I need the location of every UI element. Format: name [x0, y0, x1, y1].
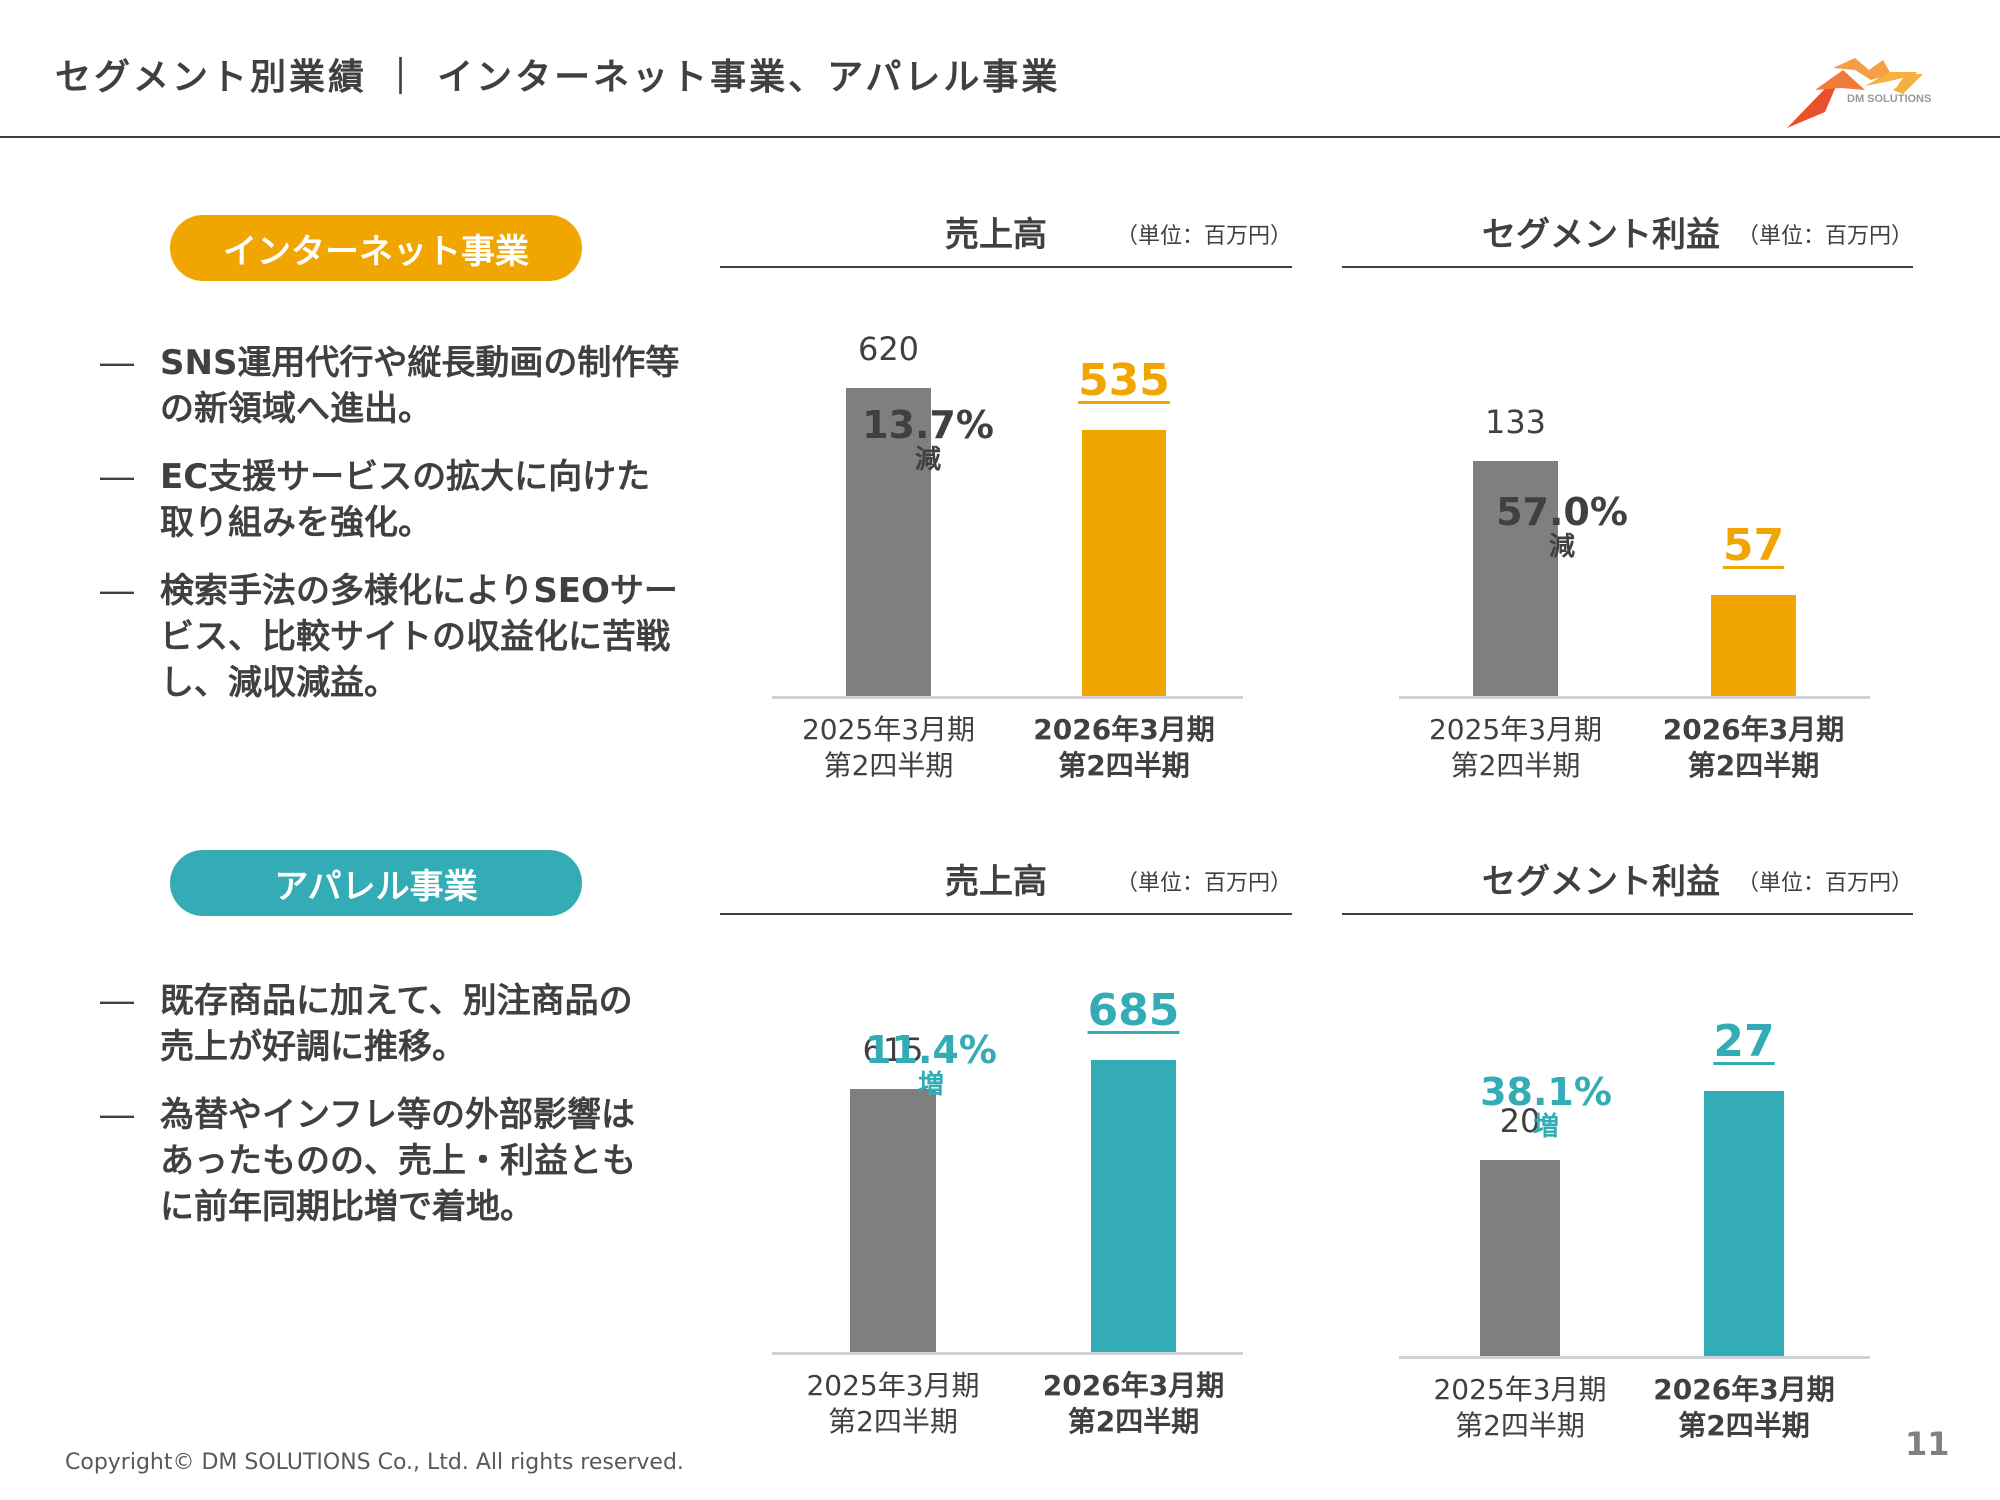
data-label-prior: 133 — [1484, 403, 1547, 441]
bar-current-year — [1704, 1091, 1784, 1356]
company-logo: DM SOLUTIONS — [1785, 50, 1945, 130]
change-percent: 57.0% — [1496, 490, 1628, 534]
unit-label: （単位：百万円） — [1736, 871, 1913, 896]
x-tick-label: 2025年3月期 第2四半期 — [1433, 1373, 1607, 1442]
unit-label: （単位：百万円） — [1115, 871, 1292, 896]
bar-current-year — [1091, 1060, 1176, 1352]
bullet-item: ― 検索手法の多様化によりSEOサービス、比較サイトの収益化に苦戦し、減収減益。 — [100, 568, 680, 706]
logo-icon: DM SOLUTIONS — [1787, 58, 1931, 128]
x-axis-line — [772, 1352, 1243, 1355]
data-label-current: 685 — [1087, 985, 1180, 1036]
data-label-current: 57 — [1722, 520, 1785, 571]
data-label-prior: 615 — [862, 1031, 924, 1069]
bullet-item: ― EC支援サービスの拡大に向けた取り組みを強化。 — [100, 454, 680, 546]
dash-icon: ― — [100, 343, 134, 383]
x-tick-label: 2025年3月期 第2四半期 — [806, 1369, 980, 1438]
dash-icon: ― — [100, 981, 134, 1021]
change-percent: 13.7% — [862, 403, 994, 447]
bullet-item: ― SNS運用代行や縦長動画の制作等の新領域へ進出。 — [100, 340, 680, 432]
segment-label: インターネット事業 — [223, 231, 529, 272]
x-tick-label: 2026年3月期 第2四半期 — [1662, 713, 1845, 782]
change-direction: 減 — [914, 445, 941, 475]
change-percent: 38.1% — [1480, 1070, 1612, 1114]
x-axis-line — [772, 696, 1243, 699]
internet-bullet-list: ― SNS運用代行や縦長動画の制作等の新領域へ進出。 ― EC支援サービスの拡大に向… — [100, 340, 680, 728]
unit-label: （単位：百万円） — [1115, 224, 1292, 249]
dash-icon: ― — [100, 1095, 134, 1135]
bar-prior-year — [846, 388, 931, 696]
data-label-current: 27 — [1713, 1016, 1775, 1067]
chart-header-apparel-profit: セグメント利益 （単位：百万円） — [1342, 862, 1913, 915]
bar-prior-year — [1480, 1160, 1560, 1356]
data-label-prior: 20 — [1499, 1102, 1541, 1140]
x-tick-label: 2026年3月期 第2四半期 — [1653, 1373, 1835, 1442]
segment-pill-internet: インターネット事業 — [170, 215, 582, 281]
dash-icon: ― — [100, 571, 134, 611]
data-label-current: 535 — [1078, 355, 1170, 406]
apparel-bullet-list: ― 既存商品に加えて、別注商品の売上が好調に推移。 ― 為替やインフレ等の外部影響は… — [100, 978, 650, 1252]
chart-header-internet-sales: 売上高 （単位：百万円） — [720, 215, 1292, 268]
change-annotation: 13.7% 減 — [848, 405, 1008, 475]
x-axis-line — [1399, 696, 1870, 699]
change-annotation: 11.4% 増 — [851, 1030, 1011, 1100]
x-tick-label: 2025年3月期 第2四半期 — [1428, 713, 1603, 782]
page-number: 11 — [1905, 1425, 1950, 1463]
bar-prior-year — [1473, 461, 1558, 696]
bar-current-year — [1082, 430, 1166, 696]
bar-prior-year — [850, 1089, 936, 1352]
page-title: セグメント別業績 ｜ インターネット事業、アパレル事業 — [55, 57, 1061, 98]
change-direction: 減 — [1548, 532, 1575, 562]
unit-label: （単位：百万円） — [1736, 224, 1913, 249]
dash-icon: ― — [100, 457, 134, 497]
x-axis-line — [1399, 1356, 1870, 1359]
change-percent: 11.4% — [865, 1028, 997, 1072]
change-direction: 増 — [1532, 1112, 1559, 1142]
chart-header-internet-profit: セグメント利益 （単位：百万円） — [1342, 215, 1913, 268]
segment-label: アパレル事業 — [274, 866, 478, 907]
bar-current-year — [1711, 595, 1796, 696]
x-tick-label: 2026年3月期 第2四半期 — [1033, 713, 1215, 782]
chart-header-apparel-sales: 売上高 （単位：百万円） — [720, 862, 1292, 915]
bullet-item: ― 為替やインフレ等の外部影響はあったものの、売上・利益ともに前年同期比増で着地。 — [100, 1092, 650, 1230]
header-divider — [0, 136, 2000, 138]
copyright-text: Copyright© DM SOLUTIONS Co., Ltd. All ri… — [65, 1450, 684, 1475]
svg-text:DM SOLUTIONS: DM SOLUTIONS — [1847, 93, 1931, 105]
data-label-prior: 620 — [857, 330, 920, 368]
chart-title: セグメント利益 — [1482, 862, 1720, 902]
chart-title: 売上高 — [945, 862, 1047, 902]
change-annotation: 57.0% 減 — [1482, 492, 1642, 562]
change-annotation: 38.1% 増 — [1466, 1072, 1626, 1142]
bullet-item: ― 既存商品に加えて、別注商品の売上が好調に推移。 — [100, 978, 650, 1070]
x-tick-label: 2025年3月期 第2四半期 — [801, 713, 976, 782]
x-tick-label: 2026年3月期 第2四半期 — [1042, 1369, 1225, 1438]
segment-pill-apparel: アパレル事業 — [170, 850, 582, 916]
chart-title: セグメント利益 — [1482, 215, 1720, 255]
change-direction: 増 — [917, 1070, 944, 1100]
chart-title: 売上高 — [945, 215, 1047, 255]
